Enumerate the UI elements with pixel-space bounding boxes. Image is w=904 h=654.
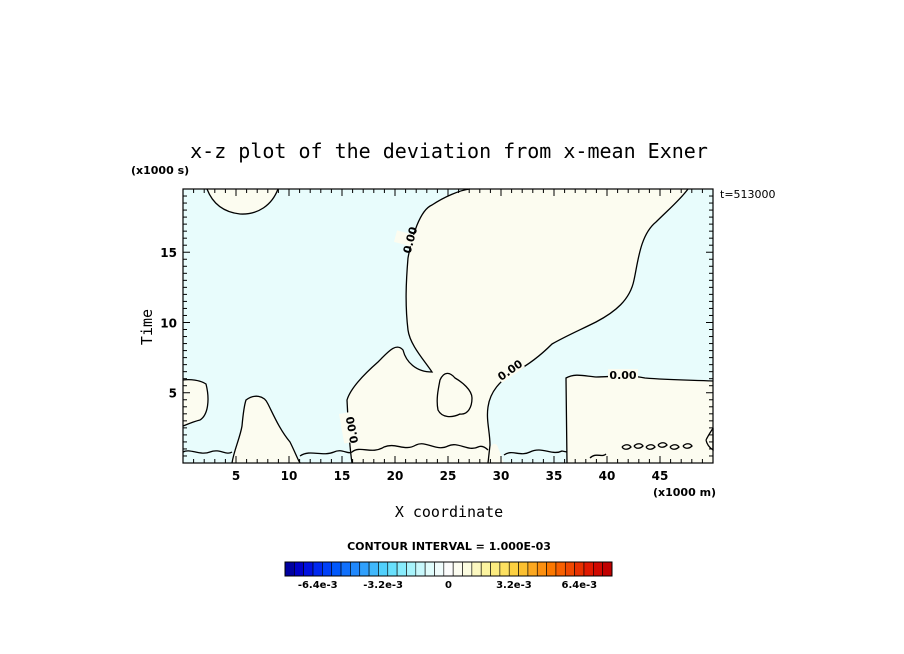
colorbar-swatch xyxy=(424,561,435,577)
x-tick-label: 15 xyxy=(334,469,351,483)
y-tick-label: 15 xyxy=(160,246,177,260)
x-tick-label: 40 xyxy=(599,469,616,483)
y-tick-label: 10 xyxy=(160,316,177,330)
contour-label-3: 0.00 xyxy=(609,369,636,382)
colorbar-tick-label: 0 xyxy=(445,580,452,591)
positive-region-left-strip xyxy=(183,379,208,426)
colorbar-swatch xyxy=(350,561,361,577)
x-unit-label: (x1000 m) xyxy=(653,486,716,499)
colorbar-swatch xyxy=(331,561,342,577)
colorbar-swatch xyxy=(480,561,491,577)
contour-line-bottom-wiggle xyxy=(182,443,607,459)
y-tick-label: 5 xyxy=(169,387,177,401)
colorbar-swatch xyxy=(434,561,445,577)
colorbar-tick-label: -6.4e-3 xyxy=(298,580,338,591)
colorbar-swatch xyxy=(462,561,473,577)
colorbar-swatch xyxy=(340,561,351,577)
contour-line-small-cells xyxy=(621,427,714,452)
colorbar-swatch xyxy=(564,561,575,577)
contour-line-left-plume xyxy=(231,395,301,464)
colorbar-swatch xyxy=(593,561,603,577)
colorbar-swatch xyxy=(359,561,370,577)
colorbar-swatch xyxy=(508,561,519,577)
colorbar-tick-labels: -6.4e-3 -3.2e-3 0 3.2e-3 6.4e-3 xyxy=(298,580,597,591)
x-tick-label: 25 xyxy=(440,469,457,483)
contour-interval-label: CONTOUR INTERVAL = 1.000E-03 xyxy=(347,540,551,553)
positive-region-central xyxy=(347,189,688,463)
contour-line-island xyxy=(436,372,473,418)
colorbar-swatch xyxy=(546,561,557,577)
y-axis-label: Time xyxy=(138,309,156,345)
axis-ticks xyxy=(183,189,713,463)
x-tick-label: 45 xyxy=(652,469,669,483)
colorbar-swatch xyxy=(368,561,379,577)
colorbar-swatch xyxy=(471,561,482,577)
time-annotation: t=513000 xyxy=(720,188,776,201)
colorbar-swatch xyxy=(499,561,510,577)
x-tick-label: 5 xyxy=(232,469,240,483)
y-tick-labels: 5 10 15 xyxy=(160,246,177,401)
colorbar-tick-label: 3.2e-3 xyxy=(496,580,532,591)
colorbar-swatch xyxy=(312,561,323,577)
x-tick-label: 10 xyxy=(281,469,298,483)
x-tick-label: 35 xyxy=(546,469,563,483)
colorbar-frame xyxy=(284,561,613,577)
colorbar-swatch xyxy=(527,561,538,577)
colorbar-swatch xyxy=(452,561,463,577)
contour-line-central xyxy=(486,188,689,464)
colorbar-swatch xyxy=(443,561,454,577)
y-unit-label: (x1000 s) xyxy=(131,164,189,177)
colorbar-swatch xyxy=(415,561,426,577)
colorbar-swatch xyxy=(518,561,529,577)
colorbar-swatch xyxy=(406,561,417,577)
positive-region-right xyxy=(566,375,713,463)
positive-region-top-left xyxy=(207,189,278,215)
chart-title: x-z plot of the deviation from x-mean Ex… xyxy=(190,139,708,163)
contour-labels: 0.00 0.00 0.00 0.00 xyxy=(339,225,638,444)
colorbar-swatch xyxy=(574,561,585,577)
contour-label-4: 0.00 xyxy=(344,415,362,444)
x-tick-label: 30 xyxy=(493,469,510,483)
colorbar-swatch xyxy=(490,561,501,577)
colorbar-swatch xyxy=(294,561,304,577)
positive-region-left-plume xyxy=(232,396,300,463)
plot-area: 0.00 0.00 0.00 0.00 xyxy=(182,188,714,464)
positive-region-right-lobe xyxy=(486,443,504,463)
colorbar xyxy=(284,561,613,577)
colorbar-swatch xyxy=(396,561,407,577)
colorbar-swatch xyxy=(536,561,547,577)
x-tick-label: 20 xyxy=(387,469,404,483)
colorbar-swatch xyxy=(322,561,333,577)
colorbar-swatch xyxy=(583,561,594,577)
x-axis-label: X coordinate xyxy=(395,503,503,521)
colorbar-tick-label: 6.4e-3 xyxy=(561,580,597,591)
colorbar-swatch xyxy=(378,561,389,577)
x-tick-labels: 5 10 15 20 25 30 35 40 45 xyxy=(232,469,669,483)
contour-line-central-left xyxy=(346,188,471,464)
colorbar-swatch xyxy=(387,561,398,577)
contour-line-left-strip xyxy=(182,378,209,427)
colorbar-swatch xyxy=(555,561,566,577)
colorbar-swatch xyxy=(602,561,613,577)
colorbar-swatch xyxy=(303,561,314,577)
colorbar-tick-label: -3.2e-3 xyxy=(363,580,403,591)
colorbar-swatch xyxy=(284,561,295,577)
contour-line-top-left xyxy=(206,188,279,215)
